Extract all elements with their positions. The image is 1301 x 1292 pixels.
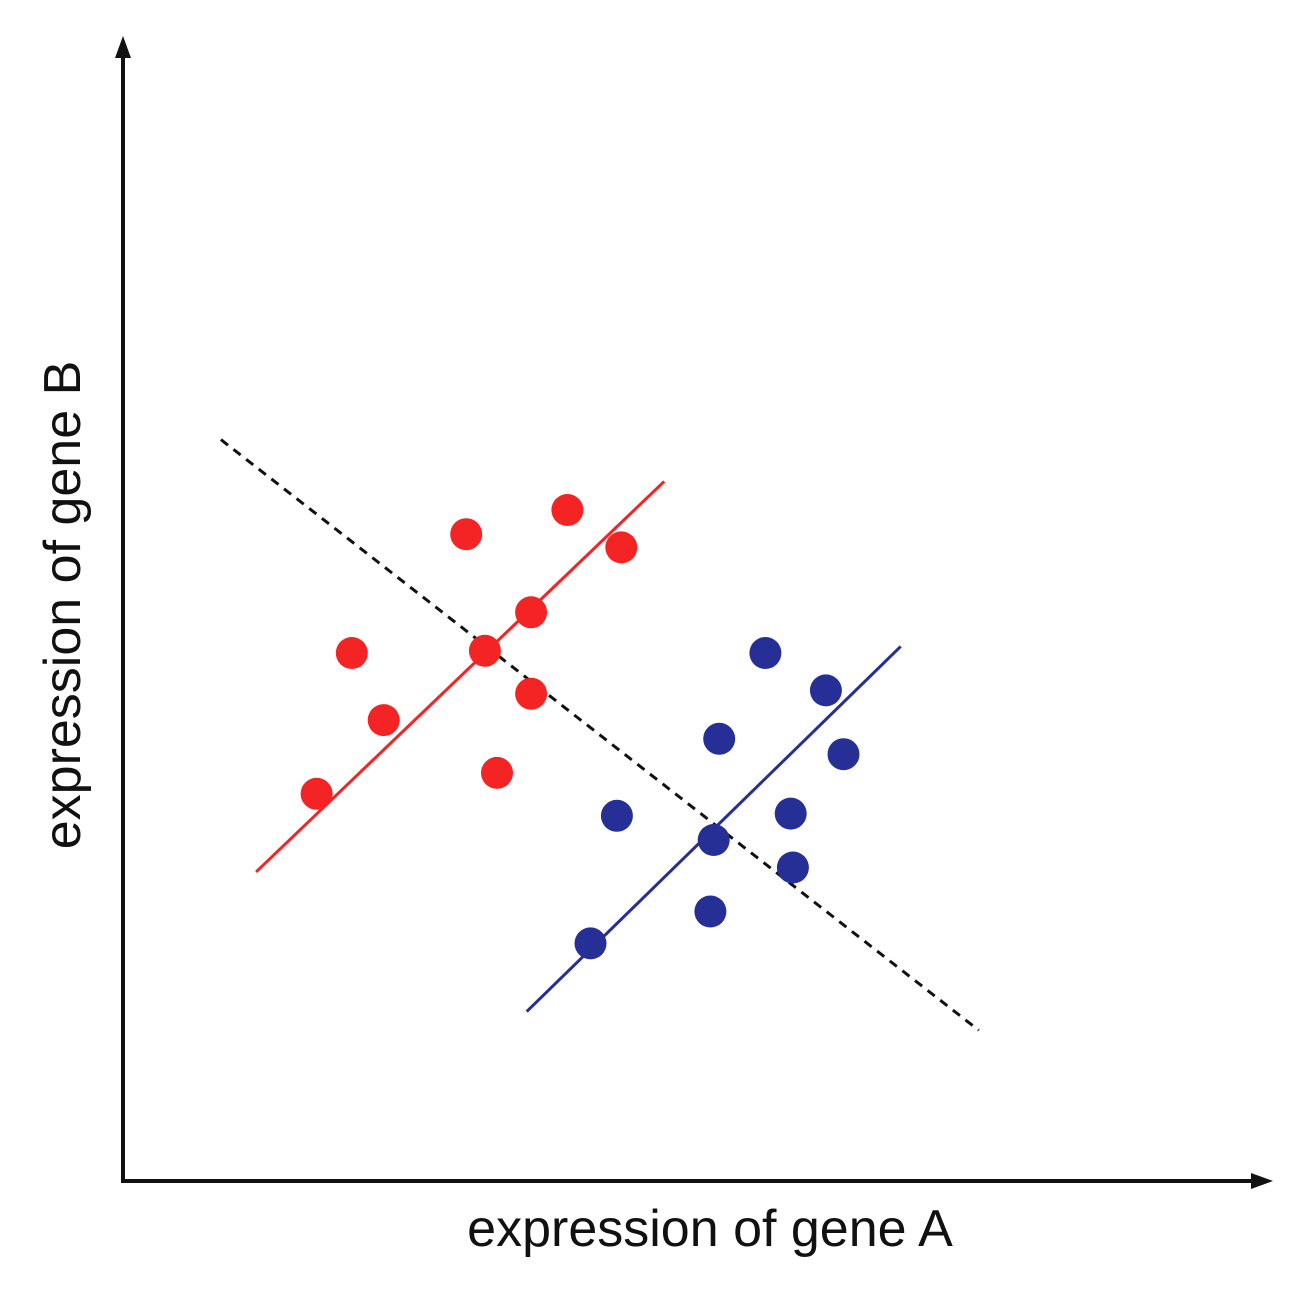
y-axis-label: expression of gene B [34, 361, 92, 850]
series-1-point-1 [300, 777, 333, 810]
series-1-point-3 [367, 704, 400, 737]
series-2-point-7 [774, 797, 807, 830]
x-axis-arrowhead [1251, 1173, 1273, 1189]
series-2-point-1 [574, 927, 607, 960]
series-2-point-3 [694, 895, 727, 928]
series-1-point-7 [515, 677, 548, 710]
series-1-point-5 [468, 634, 501, 667]
series-1-point-6 [481, 756, 513, 789]
series-1-point-2 [335, 637, 368, 669]
series-1-point-8 [515, 596, 548, 629]
series-2-point-2 [600, 799, 633, 832]
series-1-point-4 [450, 518, 483, 551]
plot-area [115, 36, 1273, 1189]
y-axis-arrowhead [115, 36, 131, 58]
series-2-point-8 [776, 851, 809, 884]
series-2-point-10 [827, 738, 860, 771]
series-1-point-10 [605, 531, 638, 564]
series-2-point-4 [697, 824, 730, 856]
points-layer [300, 494, 860, 960]
series-1-point-9 [551, 494, 584, 526]
dashed-separator-line [219, 438, 980, 1032]
series-2-point-5 [703, 722, 736, 755]
x-axis-label: expression of gene A [467, 1200, 953, 1258]
series-2-point-9 [809, 674, 842, 707]
series-2-point-6 [749, 637, 782, 669]
